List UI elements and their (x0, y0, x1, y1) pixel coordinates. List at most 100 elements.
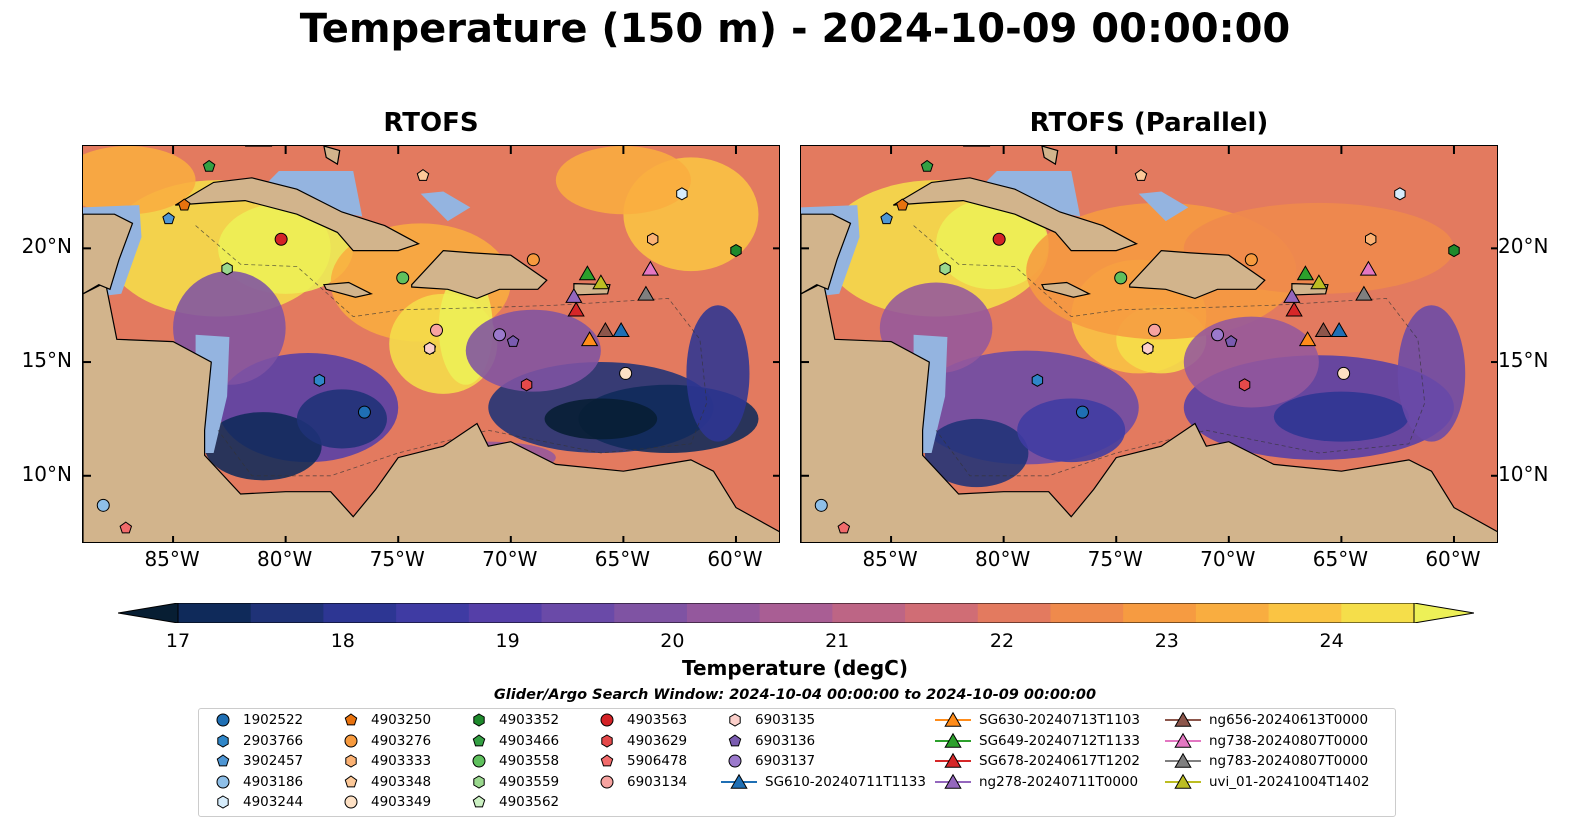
lon-tick-label: 80°W (975, 547, 1031, 571)
colorbar-segment (1341, 603, 1415, 623)
legend-item-label: 6903136 (755, 732, 816, 749)
marker-4903276 (1244, 253, 1258, 267)
marker-4903348 (416, 168, 430, 181)
temperature-region (204, 412, 322, 481)
colorbar-segment (323, 603, 397, 623)
marker-SG649-20240712T1133 (1296, 265, 1315, 281)
marker-ng656-20240613T0000 (596, 322, 615, 337)
lat-tick-label-right: 20°N (1498, 234, 1549, 259)
marker-6903134 (430, 323, 444, 337)
temperature-region (555, 146, 691, 215)
map-panel-rtofs[interactable] (82, 145, 780, 543)
marker-5906478 (119, 521, 133, 534)
lon-tick-label: 75°W (1087, 547, 1143, 571)
colorbar-segment (977, 603, 1052, 623)
legend-item-label: SG630-20240713T1103 (979, 712, 1140, 728)
marker-4903466 (202, 159, 216, 172)
marker-ng783-20240807T0000 (637, 285, 655, 301)
colorbar-label: Temperature (degC) (682, 656, 908, 680)
marker-SG610-20240711T1133 (1330, 322, 1348, 337)
map-panel-rtofs-parallel[interactable] (800, 145, 1498, 543)
marker-4903244 (1394, 187, 1406, 201)
lon-tick-label: 70°W (482, 547, 538, 571)
marker-SG678-20240617T1202 (1285, 301, 1303, 317)
land-yucatan (801, 213, 852, 295)
colorbar-segment (905, 603, 979, 623)
marker-6903135 (424, 341, 436, 355)
legend-item-label: 2903766 (243, 732, 304, 749)
colorbar (117, 602, 1475, 624)
land-central-america (801, 281, 1497, 542)
legend-item-label: ng738-20240807T0000 (1209, 732, 1369, 749)
marker-4903563 (992, 232, 1006, 246)
legend-item-label: uvi_01-20241004T1402 (1209, 773, 1370, 790)
legend-item-label: ng656-20240613T0000 (1209, 712, 1369, 728)
land-hispaniola (411, 249, 548, 300)
lon-tick-label: 75°W (369, 547, 425, 571)
colorbar-tick-label: 24 (1319, 630, 1344, 652)
marker-6903136 (506, 334, 520, 347)
legend-item-label: 4903558 (499, 753, 560, 769)
marker-4903276 (526, 253, 540, 267)
shallow-shelf (985, 171, 1081, 217)
marker-2903766 (313, 373, 326, 387)
marker-3902457 (880, 212, 893, 225)
marker-6903134 (1148, 323, 1162, 337)
legend-item-label: 4903563 (627, 712, 688, 728)
lon-tick-label: 80°W (257, 547, 313, 571)
marker-4903559 (221, 262, 233, 276)
marker-4903333 (1365, 232, 1377, 246)
legend-item-label: 4903466 (499, 732, 560, 749)
temperature-region (924, 418, 1029, 488)
marker-6903136 (1224, 334, 1238, 347)
marker-4903558 (396, 271, 410, 285)
figure-title: Temperature (150 m) - 2024-10-09 00:00:0… (299, 6, 1291, 52)
marker-4903186 (96, 498, 110, 512)
shallow-shelf (1138, 191, 1189, 222)
lat-tick-label-left: 10°N (21, 461, 72, 486)
colorbar-tick-label: 20 (660, 630, 685, 652)
temperature-region (296, 389, 387, 449)
land-bahamas-andros (323, 146, 341, 166)
marker-4903629 (520, 378, 533, 392)
lon-tick-label: 65°W (1312, 547, 1368, 571)
legend-item-label: 4903629 (627, 732, 688, 749)
colorbar-tick-label: 23 (1154, 630, 1179, 652)
legend-item-label: 4903333 (371, 753, 432, 769)
colorbar-segment (1123, 603, 1197, 623)
legend-item-label: 4903276 (371, 732, 432, 749)
marker-SG649-20240712T1133 (578, 265, 597, 281)
marker-ng738-20240807T0000 (641, 260, 660, 276)
lon-tick-label: 85°W (862, 547, 918, 571)
temperature-region (686, 305, 750, 442)
marker-ng278-20240711T0000 (1283, 287, 1301, 303)
temperature-region (83, 146, 196, 215)
lat-tick-label-left: 20°N (21, 234, 72, 259)
marker-4903244 (676, 187, 688, 201)
temperature-region (1273, 391, 1409, 442)
marker-uvi_01-20241004T1402 (1310, 274, 1328, 290)
legend-item-label: ng278-20240711T0000 (979, 773, 1139, 790)
legend-item-label: 4903250 (371, 712, 432, 728)
legend: 1902522 2903766 3902457 4903186 4903244 49032… (198, 708, 1396, 817)
isobath-1000 (195, 225, 708, 477)
marker-6903137 (493, 328, 507, 342)
legend-item-label: 6903137 (755, 753, 816, 769)
legend-item-label: 4903186 (243, 773, 304, 790)
land-jamaica (1040, 281, 1091, 298)
temperature-region (1017, 398, 1126, 463)
marker-4903559 (939, 262, 951, 276)
land-cuba (892, 177, 1139, 252)
marker-2903766 (1031, 373, 1044, 387)
legend-item-label: ng783-20240807T0000 (1209, 753, 1369, 769)
marker-4903348 (1134, 168, 1148, 181)
temperature-region (218, 202, 354, 294)
marker-4903629 (1238, 378, 1251, 392)
panel-title-rtofs-parallel: RTOFS (Parallel) (1029, 108, 1269, 138)
marker-4903333 (647, 232, 659, 246)
colorbar-tick-label: 19 (495, 630, 520, 652)
marker-1902522 (1075, 405, 1089, 419)
colorbar-segment (832, 603, 906, 623)
marker-ng278-20240711T0000 (565, 287, 583, 303)
lat-tick-label-left: 15°N (21, 348, 72, 373)
